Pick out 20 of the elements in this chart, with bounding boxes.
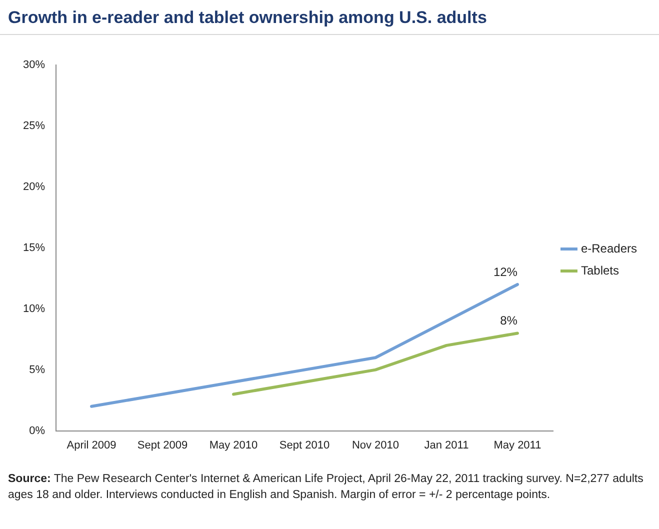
- y-tick-label: 0%: [29, 424, 46, 437]
- data-label: 8%: [500, 314, 518, 328]
- x-tick-label: Sept 2009: [137, 439, 188, 452]
- x-tick-label: Nov 2010: [352, 439, 400, 452]
- y-tick-label: 15%: [22, 242, 46, 254]
- data-label: 12%: [493, 264, 518, 279]
- x-tick-label: Jan 2011: [424, 439, 469, 452]
- x-tick-label: May 2010: [209, 439, 258, 452]
- y-tick-label: 25%: [22, 120, 46, 132]
- y-tick-label: 5%: [29, 364, 46, 376]
- x-tick-label: Sept 2010: [279, 439, 330, 452]
- chart-title: Growth in e-reader and tablet ownership among U.S. adults: [0, 0, 659, 35]
- legend-label: e-Readers: [580, 241, 638, 256]
- x-tick-label: April 2009: [66, 439, 116, 452]
- y-tick-label: 30%: [22, 59, 46, 72]
- legend-label: Tablets: [580, 263, 620, 278]
- y-tick-label: 20%: [22, 180, 46, 193]
- source-note: Source: The Pew Research Center's Internet & American Life Project, April 26-May 22, 2011 tracking survey. N=2,277 adults ages 18 and older. Interviews conducted in English and Spanish. Margin of error = +/- 2 percentage points.: [8, 472, 644, 503]
- x-tick-label: May 2011: [494, 439, 542, 452]
- y-tick-label: 10%: [22, 302, 46, 315]
